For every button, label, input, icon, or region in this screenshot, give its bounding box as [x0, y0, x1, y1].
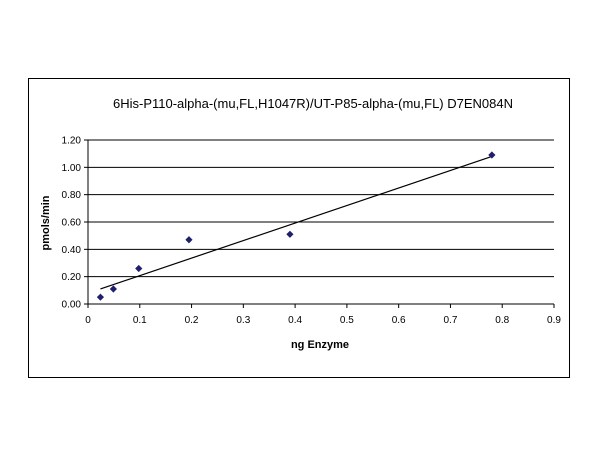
y-tick-label: 0.40: [62, 245, 82, 256]
x-axis-title: ng Enzyme: [291, 339, 349, 351]
x-tick-label: 0.2: [185, 315, 199, 326]
y-tick-label: 0.20: [62, 272, 82, 283]
y-tick-label: 0.80: [62, 190, 82, 201]
x-tick-label: 0.3: [236, 315, 250, 326]
chart-title: 6His-P110-alpha-(mu,FL,H1047R)/UT-P85-al…: [113, 96, 513, 111]
x-tick-label: 0.1: [133, 315, 147, 326]
data-point: [488, 151, 496, 159]
x-tick-label: 0.5: [340, 315, 354, 326]
linear-trendline: [100, 155, 493, 290]
grid-lines: [88, 139, 554, 278]
chart-frame: [28, 78, 570, 378]
data-points: [96, 151, 496, 301]
y-tick-label: 1.20: [62, 136, 82, 147]
y-tick-labels: 0.00 0.20 0.40 0.60 0.80 1.00 1.20: [62, 136, 82, 311]
x-tick-label: 0.4: [288, 315, 302, 326]
data-point: [96, 293, 105, 301]
x-tick-labels: 0 0.1 0.2 0.3 0.4 0.5 0.6 0.7 0.8 0.9: [85, 315, 561, 326]
axes: [84, 139, 555, 308]
data-point: [286, 230, 294, 238]
y-tick-label: 1.00: [62, 163, 82, 174]
y-axis-title: pmols/min: [40, 195, 52, 250]
data-point: [109, 285, 117, 293]
data-point: [185, 236, 193, 244]
x-tick-label: 0.9: [547, 315, 561, 326]
x-tick-label: 0.8: [495, 315, 509, 326]
data-point: [135, 264, 143, 273]
x-tick-label: 0: [85, 315, 91, 326]
trendline-layer: [100, 155, 493, 290]
y-tick-label: 0.00: [62, 300, 82, 311]
x-tick-label: 0.7: [443, 315, 457, 326]
y-tick-label: 0.60: [62, 218, 82, 229]
x-tick-label: 0.6: [392, 315, 406, 326]
